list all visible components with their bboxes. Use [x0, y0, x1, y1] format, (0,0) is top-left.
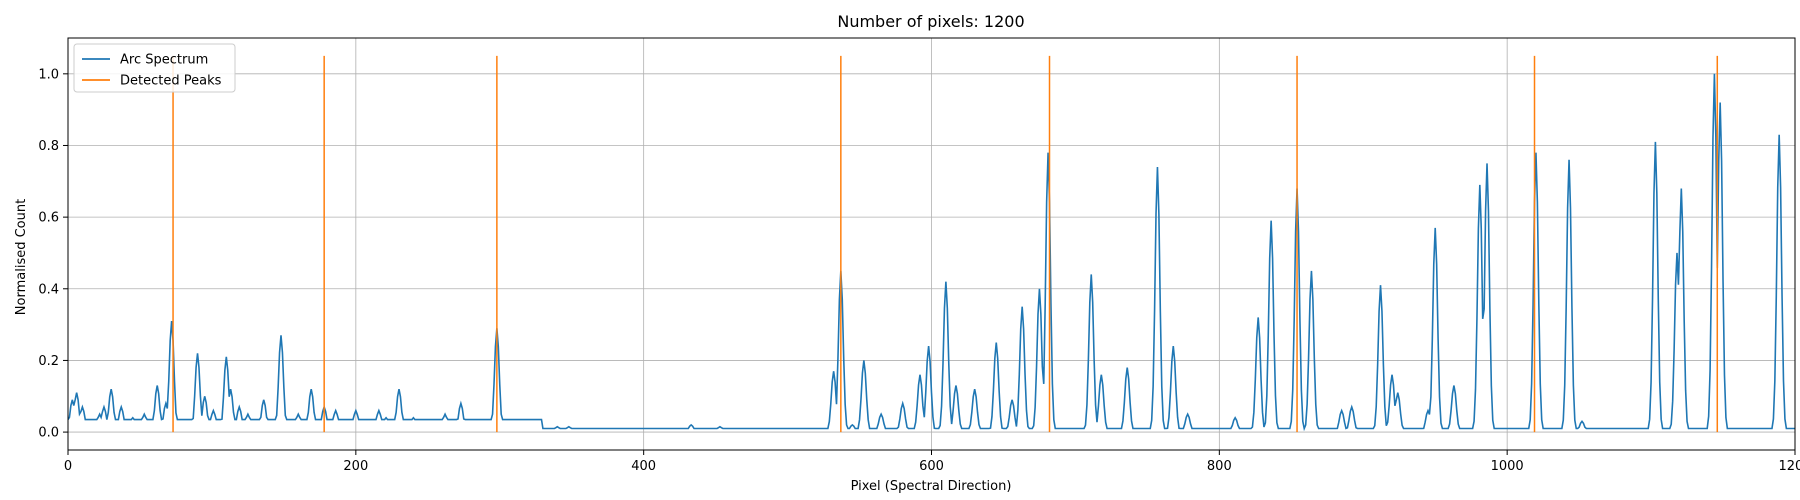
x-tick-label: 400 [631, 459, 656, 474]
legend: Arc Spectrum Detected Peaks [73, 43, 236, 93]
y-tick-label: 0.0 [38, 426, 59, 441]
x-tick-label: 600 [919, 459, 944, 474]
x-tick-label: 1000 [1491, 459, 1524, 474]
x-tick-label: 1200 [1778, 459, 1800, 474]
y-tick-label: 1.0 [38, 67, 59, 82]
x-tick-label: 0 [64, 459, 72, 474]
y-tick-label: 0.8 [38, 139, 59, 154]
y-tick-label: 0.4 [38, 282, 59, 297]
x-tick-label: 800 [1207, 459, 1232, 474]
x-tick-label: 200 [343, 459, 368, 474]
series-arc-spectrum-line [68, 73, 1795, 432]
y-axis-label: Normalised Count [14, 199, 29, 315]
x-axis-label: Pixel (Spectral Direction) [851, 479, 1012, 494]
y-tick-label: 0.6 [38, 211, 59, 226]
legend-entry: Detected Peaks [120, 74, 222, 89]
legend-box [73, 43, 236, 93]
chart-title: Number of pixels: 1200 [837, 12, 1024, 31]
y-tick-label: 0.2 [38, 354, 59, 369]
legend-entry: Arc Spectrum [120, 53, 208, 68]
